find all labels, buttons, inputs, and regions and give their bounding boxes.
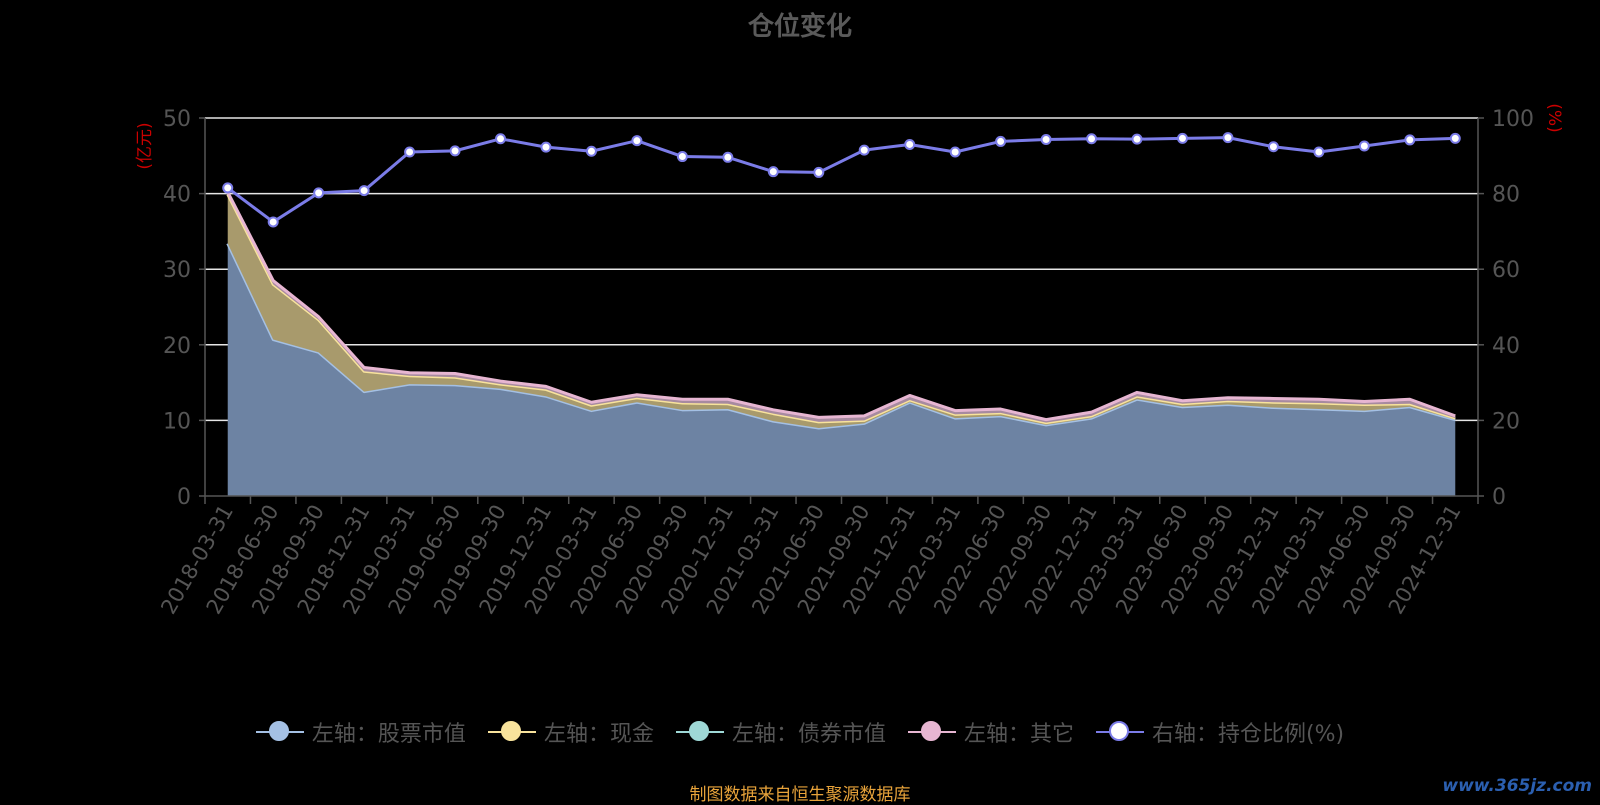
ratio-point [767,166,779,178]
ratio-point [1131,133,1143,145]
legend-label: 左轴：其它 [963,722,1074,747]
left-tick-label: 30 [163,258,191,283]
legend-item[interactable]: 右轴：持仓比例(%) [1095,716,1345,748]
legend-label: 左轴：股票市值 [311,722,466,747]
right-tick-label: 0 [1492,485,1506,510]
legend-item[interactable]: 左轴：股票市值 [255,716,466,748]
ratio-point [495,133,507,145]
ratio-point [995,135,1007,147]
area-series-1 [227,243,1456,496]
ratio-point [813,166,825,178]
ratio-point [722,151,734,163]
ratio-line [226,136,1456,224]
right-tick-label: 40 [1492,334,1520,359]
ratio-point [1176,132,1188,144]
ratio-point [540,141,552,153]
ratio-point [313,187,325,199]
ratio-point [404,146,416,158]
ratio-point [1222,132,1234,144]
legend: 左轴：股票市值 左轴：现金 左轴：债券市值 左轴：其它 右轴：持仓比例(%) [0,716,1600,748]
legend-marker-icon [255,720,304,744]
ratio-point [949,146,961,158]
ratio-point [267,216,279,228]
legend-label: 左轴：债券市值 [731,722,886,747]
ratio-point [1404,134,1416,146]
legend-item[interactable]: 左轴：债券市值 [675,716,886,748]
ratio-point [222,182,234,194]
left-tick-label: 0 [177,485,191,510]
area-line-series-4 [226,191,1456,422]
right-tick-label: 20 [1492,409,1520,434]
legend-item[interactable]: 左轴：其它 [907,716,1074,748]
left-tick-label: 20 [163,334,191,359]
right-tick-label: 60 [1492,258,1520,283]
ratio-point [1313,146,1325,158]
ratio-point [631,135,643,147]
left-tick-label: 50 [163,107,191,132]
left-axis-title: (亿元) [135,122,155,169]
ratio-point [858,144,870,156]
right-axis-title: (%) [1544,103,1564,132]
ratio-point [1358,140,1370,152]
legend-label: 左轴：现金 [543,722,654,747]
watermark: www.365jz.com [1442,776,1592,796]
ratio-point [585,145,597,157]
legend-item[interactable]: 左轴：现金 [487,716,654,748]
ratio-point [358,185,370,197]
legend-marker-icon [675,720,724,744]
ratio-point [1040,134,1052,146]
legend-marker-icon [1095,720,1144,744]
ratio-point [449,145,461,157]
right-tick-label: 80 [1492,183,1520,208]
ratio-point [1086,133,1098,145]
ratio-point [676,151,688,163]
ratio-point [1449,132,1461,144]
legend-marker-icon [907,720,956,744]
legend-marker-icon [487,720,536,744]
right-tick-label: 100 [1492,107,1534,132]
ratio-point [1267,141,1279,153]
ratio-point [904,138,916,150]
legend-label: 右轴：持仓比例(%) [1151,722,1345,747]
left-tick-label: 10 [163,409,191,434]
left-tick-label: 40 [163,183,191,208]
chart-title: 仓位变化 [747,12,852,42]
source-note: 制图数据来自恒生聚源数据库 [689,785,911,805]
